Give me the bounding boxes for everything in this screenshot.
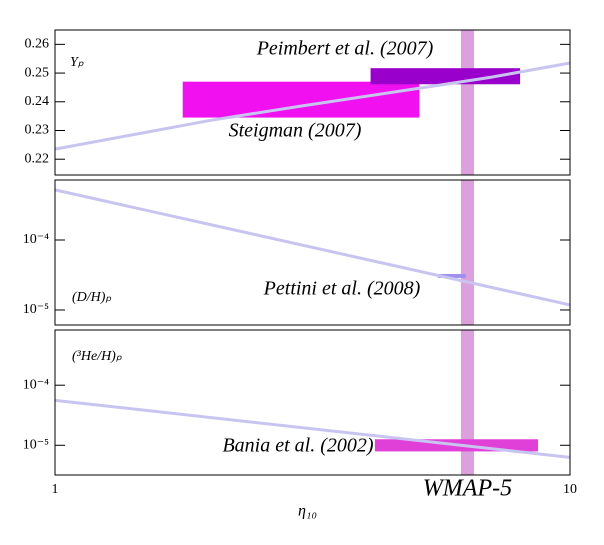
region-box bbox=[182, 81, 420, 118]
x-axis-label: η₁₀ bbox=[298, 503, 317, 520]
x-tick-label: 10 bbox=[563, 482, 577, 497]
y-tick-label: 0.26 bbox=[25, 37, 50, 52]
model-line bbox=[54, 61, 571, 151]
region-label: Pettini et al. (2008) bbox=[263, 278, 421, 300]
region-box bbox=[370, 68, 521, 85]
region-label: Steigman (2007) bbox=[229, 120, 362, 142]
y-tick-label: 0.25 bbox=[25, 65, 50, 80]
wmap-band bbox=[460, 30, 474, 175]
y-tick-label: 0.23 bbox=[25, 123, 50, 138]
y-tick-label: 10⁻⁵ bbox=[23, 302, 49, 317]
y-tick-label: 10⁻⁴ bbox=[23, 377, 49, 392]
panel-frame bbox=[54, 329, 571, 476]
region-label: Peimbert et al. (2007) bbox=[256, 38, 434, 60]
panel-label: Yₚ bbox=[70, 55, 84, 70]
panel-frame bbox=[54, 29, 571, 176]
model-line bbox=[54, 398, 571, 459]
y-tick-label: 0.24 bbox=[25, 94, 50, 109]
model-line bbox=[54, 188, 571, 307]
panel-label: (D/H)ₚ bbox=[72, 290, 111, 305]
y-tick-label: 0.22 bbox=[25, 151, 50, 166]
wmap-band bbox=[460, 330, 474, 475]
region-label: Bania et al. (2002) bbox=[222, 435, 373, 457]
region-box bbox=[437, 273, 466, 278]
x-tick-label: 1 bbox=[52, 482, 59, 497]
y-tick-label: 10⁻⁵ bbox=[23, 437, 49, 452]
panel-frame bbox=[54, 179, 571, 326]
band-label: WMAP-5 bbox=[423, 476, 512, 502]
y-tick-label: 10⁻⁴ bbox=[23, 232, 49, 247]
panel-label: (³He/H)ₚ bbox=[72, 349, 122, 364]
wmap-band bbox=[460, 180, 474, 325]
